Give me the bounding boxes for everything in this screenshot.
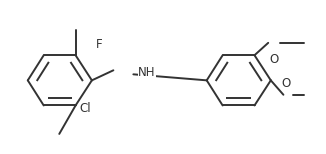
Text: F: F — [96, 38, 102, 51]
Text: NH: NH — [138, 66, 156, 79]
Text: Cl: Cl — [80, 102, 91, 115]
Text: O: O — [269, 53, 278, 66]
Text: O: O — [282, 77, 291, 90]
